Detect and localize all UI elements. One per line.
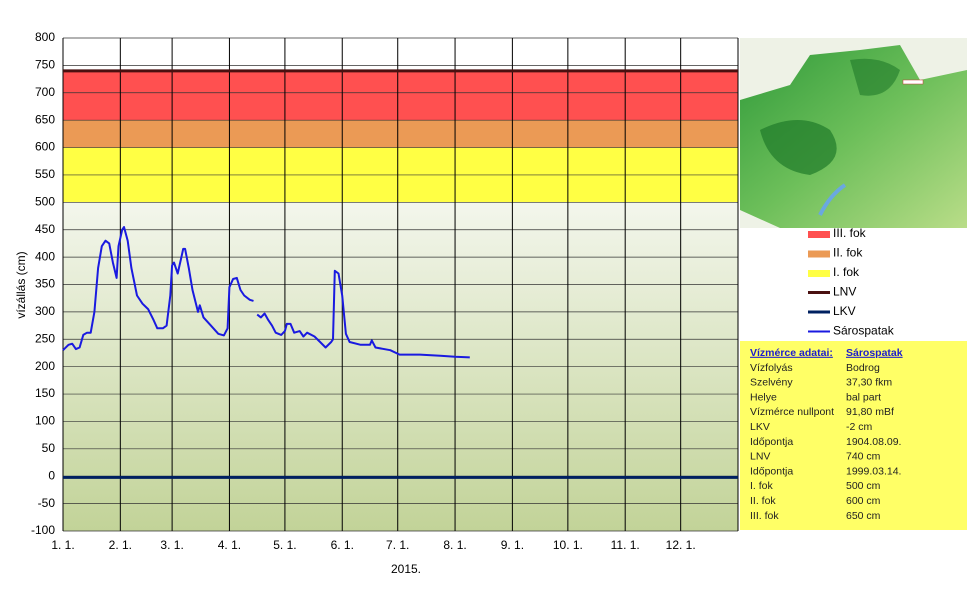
y-tick-label: 250 xyxy=(35,331,55,345)
x-tick-label: 1. 1. xyxy=(51,538,74,552)
x-tick-label: 3. 1. xyxy=(160,538,183,552)
x-tick-label: 5. 1. xyxy=(273,538,296,552)
y-tick-label: 800 xyxy=(35,30,55,44)
legend-swatch xyxy=(808,231,830,238)
x-tick-label: 12. 1. xyxy=(666,538,696,552)
y-axis-label: vízállás (cm) xyxy=(14,251,28,318)
legend-swatch xyxy=(808,250,830,258)
legend-label: Sárospatak xyxy=(833,324,895,338)
info-value: -2 cm xyxy=(846,421,873,433)
y-tick-label: 150 xyxy=(35,386,55,400)
x-tick-label: 2. 1. xyxy=(109,538,132,552)
series-line xyxy=(62,226,470,359)
x-tick-label: 4. 1. xyxy=(218,538,241,552)
info-value: bal part xyxy=(846,391,881,403)
info-key: I. fok xyxy=(750,480,774,492)
x-axis-label: 2015. xyxy=(391,562,421,576)
legend-label: III. fok xyxy=(833,226,867,240)
legend-label: LNV xyxy=(833,285,856,299)
info-key: Vízmérce nullpont xyxy=(750,406,834,418)
y-tick-label: 750 xyxy=(35,58,55,72)
y-tick-label: 550 xyxy=(35,167,55,181)
x-tick-label: 8. 1. xyxy=(443,538,466,552)
map xyxy=(740,38,967,228)
y-tick-label: 650 xyxy=(35,112,55,126)
x-tick-label: 10. 1. xyxy=(553,538,583,552)
alert-band xyxy=(63,70,738,121)
info-value: 650 cm xyxy=(846,510,881,522)
info-key: LKV xyxy=(750,421,770,433)
info-value: Bodrog xyxy=(846,362,880,374)
info-value: 1999.03.14. xyxy=(846,465,901,477)
y-tick-label: 300 xyxy=(35,304,55,318)
y-tick-label: 500 xyxy=(35,195,55,209)
y-tick-label: 350 xyxy=(35,277,55,291)
y-tick-label: 400 xyxy=(35,249,55,263)
x-tick-label: 6. 1. xyxy=(331,538,354,552)
alert-band xyxy=(63,120,738,148)
y-tick-label: 50 xyxy=(42,441,56,455)
y-tick-label: 600 xyxy=(35,140,55,154)
y-tick-label: -50 xyxy=(38,496,56,510)
info-title: Vízmérce adatai: xyxy=(750,347,833,359)
x-tick-label: 7. 1. xyxy=(386,538,409,552)
info-key: LNV xyxy=(750,451,770,463)
x-tick-label: 11. 1. xyxy=(611,538,640,552)
legend-label: I. fok xyxy=(833,265,860,279)
info-key: II. fok xyxy=(750,495,776,507)
info-station: Sárospatak xyxy=(846,347,903,359)
x-tick-label: 9. 1. xyxy=(501,538,524,552)
legend-swatch xyxy=(808,270,830,277)
y-tick-label: 700 xyxy=(35,85,55,99)
info-key: Helye xyxy=(750,391,777,403)
info-value: 1904.08.09. xyxy=(846,436,901,448)
y-tick-label: 450 xyxy=(35,222,55,236)
info-key: Időpontja xyxy=(750,465,793,477)
y-tick-label: 0 xyxy=(48,468,55,482)
y-tick-label: 200 xyxy=(35,359,55,373)
info-value: 37,30 fkm xyxy=(846,377,892,389)
info-table: Vízmérce adatai: Sárospatak Vízfolyás Bod… xyxy=(740,341,967,530)
info-key: Szelvény xyxy=(750,377,793,389)
info-value: 500 cm xyxy=(846,480,881,492)
legend-label: LKV xyxy=(833,304,856,318)
info-value: 740 cm xyxy=(846,451,881,463)
info-key: III. fok xyxy=(750,510,779,522)
y-tick-label: -100 xyxy=(31,523,55,537)
info-value: 600 cm xyxy=(846,495,881,507)
legend-label: II. fok xyxy=(833,246,863,260)
info-key: Időpontja xyxy=(750,436,793,448)
y-tick-label: 100 xyxy=(35,414,55,428)
info-value: 91,80 mBf xyxy=(846,406,894,418)
info-key: Vízfolyás xyxy=(750,362,793,374)
